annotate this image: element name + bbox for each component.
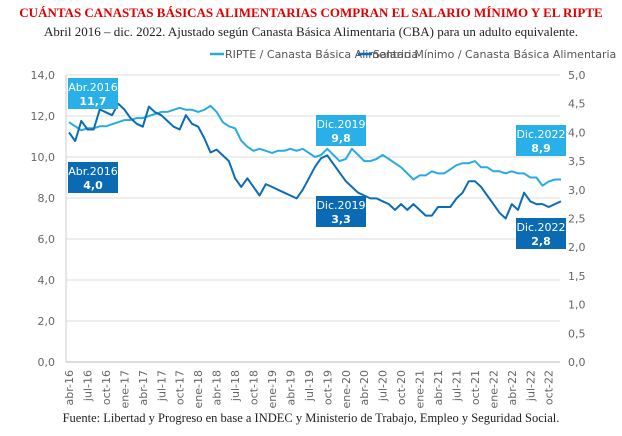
x-tick-label: oct-22 [543,370,556,405]
annotation-value: 8,9 [531,142,551,155]
y-right-tick-label: 1,5 [568,270,586,283]
annotation-date: Abr.2016 [68,165,118,178]
annotation-date: Abr.2016 [68,81,118,94]
x-tick-label: jul-16 [81,370,94,402]
x-tick-label: abr-17 [137,370,150,406]
annotation-value: 3,3 [331,213,351,226]
series-line-0 [68,104,561,187]
annotation-box [316,196,366,227]
y-right-tick-label: 3,5 [568,155,586,168]
x-tick-label: ene-18 [192,370,205,408]
y-right-tick-label: 2,0 [568,241,586,254]
y-left-tick-label: 0,0 [38,356,56,369]
y-right-tick-label: 2,5 [568,213,586,226]
legend-label-0: RIPTE / Canasta Básica Alimentaria [225,48,418,61]
annotation-value: 4,0 [83,179,103,192]
x-tick-label: abr-19 [284,370,297,406]
annotation-box [68,78,118,109]
annotation-value: 2,8 [531,235,551,248]
y-left-tick-label: 4,0 [38,274,56,287]
x-tick-label: jul-19 [303,370,316,402]
x-tick-label: abr-16 [63,370,76,406]
y-left-tick-label: 14,0 [31,69,56,82]
y-left-tick-label: 2,0 [38,315,56,328]
annotation-date: Dic.2019 [316,199,365,212]
x-tick-label: jul-17 [155,370,168,402]
annotation-box [316,115,366,146]
y-right-tick-label: 0,0 [568,356,586,369]
y-right-tick-label: 5,0 [568,69,586,82]
chart-title: CUÁNTAS CANASTAS BÁSICAS ALIMENTARIAS CO… [19,5,603,20]
series-line-1 [68,102,562,220]
x-tick-label: jul-22 [524,370,537,402]
annotation-box [68,162,118,193]
x-tick-label: abr-20 [358,370,371,406]
annotation-value: 11,7 [79,95,106,108]
x-tick-label: abr-18 [211,370,224,406]
x-tick-label: ene-17 [118,370,131,408]
y-right-tick-label: 0,5 [568,327,586,340]
legend-label-1: Salario Mínimo / Canasta Básica Alimenta… [373,48,616,61]
x-tick-label: oct-21 [469,370,482,405]
annotation-date: Dic.2019 [316,118,365,131]
y-right-tick-label: 1,0 [568,299,586,312]
y-left-tick-label: 10,0 [31,151,56,164]
chart-subtitle: Abril 2016 – dic. 2022. Ajustado según C… [44,24,578,39]
x-tick-label: oct-20 [395,370,408,405]
annotation-box [516,125,566,156]
x-tick-label: jul-20 [377,370,390,402]
y-left-tick-label: 8,0 [38,192,56,205]
annotation-box [516,218,566,249]
x-tick-label: oct-19 [321,370,334,405]
y-left-tick-label: 6,0 [38,233,56,246]
x-tick-label: abr-22 [506,370,519,406]
x-tick-label: oct-17 [174,370,187,405]
x-tick-label: ene-19 [266,370,279,408]
x-tick-label: ene-20 [340,370,353,408]
annotation-date: Dic.2022 [516,128,565,141]
x-tick-label: abr-21 [432,370,445,406]
source-note: Fuente: Libertad y Progreso en base a IN… [62,411,560,425]
y-right-tick-label: 4,0 [568,126,586,139]
annotation-date: Dic.2022 [516,221,565,234]
x-tick-label: oct-16 [100,370,113,405]
annotation-value: 9,8 [331,132,351,145]
y-right-tick-label: 4,5 [568,98,586,111]
x-tick-label: ene-21 [414,370,427,408]
x-tick-label: ene-22 [487,370,500,408]
y-left-tick-label: 12,0 [31,110,56,123]
y-right-tick-label: 3,0 [568,184,586,197]
x-tick-label: jul-18 [229,370,242,402]
x-tick-label: oct-18 [248,370,261,405]
x-tick-label: jul-21 [450,370,463,402]
